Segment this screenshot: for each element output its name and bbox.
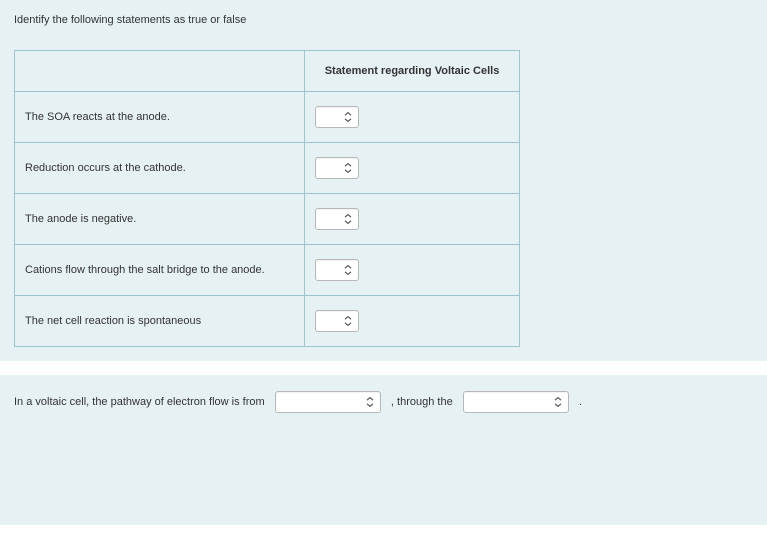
question-prompt: Identify the following statements as tru… xyxy=(14,14,753,26)
table-row: The net cell reaction is spontaneous xyxy=(15,296,520,347)
pathway-through-select[interactable] xyxy=(463,391,569,413)
fill-in-sentence: In a voltaic cell, the pathway of electr… xyxy=(14,389,753,415)
table-row: Reduction occurs at the cathode. xyxy=(15,143,520,194)
chevron-up-down-icon xyxy=(344,214,352,224)
statement-cell: Cations flow through the salt bridge to … xyxy=(15,245,305,296)
table-header-blank xyxy=(15,51,305,92)
answer-select-1[interactable] xyxy=(315,157,359,179)
answer-cell xyxy=(305,143,520,194)
chevron-up-down-icon xyxy=(344,265,352,275)
table-header-answer: Statement regarding Voltaic Cells xyxy=(305,51,520,92)
table-row: The anode is negative. xyxy=(15,194,520,245)
chevron-up-down-icon xyxy=(344,316,352,326)
question-panel-2: In a voltaic cell, the pathway of electr… xyxy=(0,375,767,525)
answer-cell xyxy=(305,194,520,245)
answer-cell xyxy=(305,92,520,143)
statement-cell: The anode is negative. xyxy=(15,194,305,245)
chevron-up-down-icon xyxy=(554,397,562,407)
table-row: Cations flow through the salt bridge to … xyxy=(15,245,520,296)
statement-cell: The SOA reacts at the anode. xyxy=(15,92,305,143)
answer-select-0[interactable] xyxy=(315,106,359,128)
true-false-table: Statement regarding Voltaic Cells The SO… xyxy=(14,50,520,347)
statement-cell: The net cell reaction is spontaneous xyxy=(15,296,305,347)
answer-cell xyxy=(305,296,520,347)
answer-cell xyxy=(305,245,520,296)
answer-select-3[interactable] xyxy=(315,259,359,281)
table-row: The SOA reacts at the anode. xyxy=(15,92,520,143)
statement-cell: Reduction occurs at the cathode. xyxy=(15,143,305,194)
sentence-part-mid: , through the xyxy=(391,396,453,408)
sentence-part-before: In a voltaic cell, the pathway of electr… xyxy=(14,396,265,408)
pathway-from-select[interactable] xyxy=(275,391,381,413)
answer-select-2[interactable] xyxy=(315,208,359,230)
answer-select-4[interactable] xyxy=(315,310,359,332)
sentence-part-after: . xyxy=(579,396,582,408)
chevron-up-down-icon xyxy=(344,163,352,173)
chevron-up-down-icon xyxy=(344,112,352,122)
chevron-up-down-icon xyxy=(366,397,374,407)
question-panel-1: Identify the following statements as tru… xyxy=(0,0,767,361)
